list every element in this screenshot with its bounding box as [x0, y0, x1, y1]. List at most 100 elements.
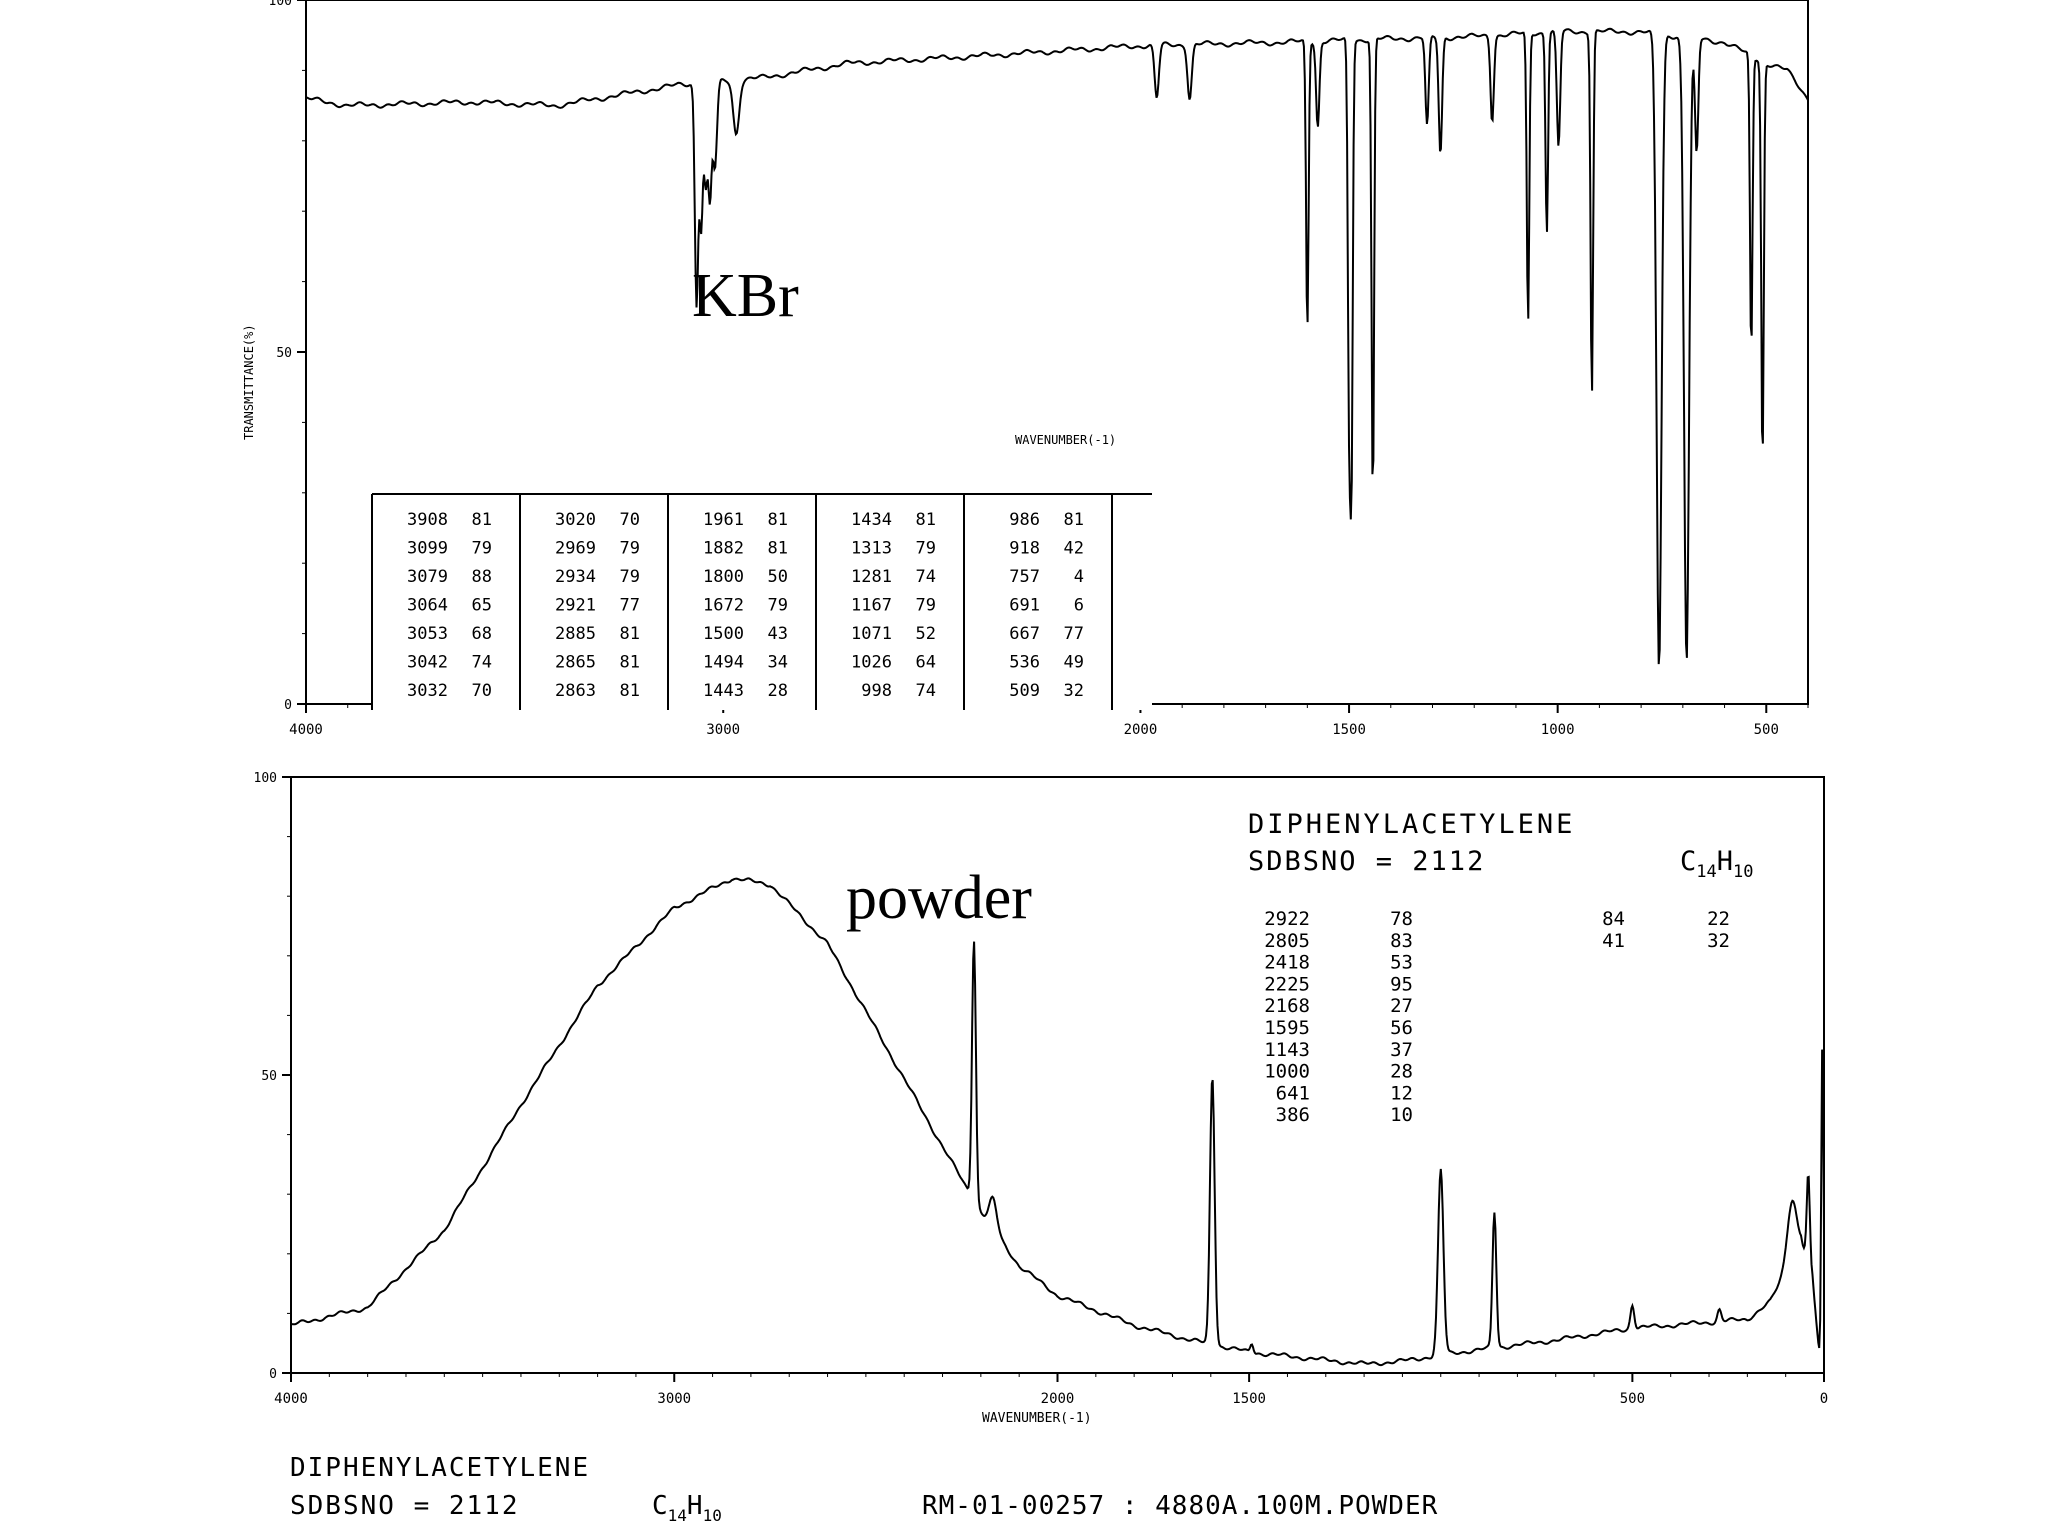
- ir-table-wavenumber: 2934: [555, 567, 596, 587]
- raman-compound-name: DIPHENYLACETYLENE: [1248, 809, 1575, 840]
- ir-table-transmittance: 6: [1074, 596, 1084, 616]
- ir-table-transmittance: 81: [1064, 510, 1084, 530]
- ir-table-wavenumber: 998: [861, 681, 892, 701]
- ir-table-wavenumber: 3032: [407, 681, 448, 701]
- ir-table-transmittance: 74: [916, 681, 936, 701]
- footer-compound-name: DIPHENYLACETYLENE: [290, 1453, 590, 1483]
- ir-table-wavenumber: 3053: [407, 624, 448, 644]
- ir-y-axis-label: TRANSMITTANCE(%): [242, 324, 256, 440]
- ir-table-transmittance: 88: [472, 567, 492, 587]
- y-tick-label: 0: [284, 698, 292, 713]
- ir-table-transmittance: 28: [768, 681, 788, 701]
- ir-table-wavenumber: 2865: [555, 653, 596, 673]
- y-tick-label: 100: [254, 771, 277, 786]
- raman-table-wavenumber: 1000: [1264, 1061, 1310, 1083]
- ir-table-transmittance: 65: [472, 596, 492, 616]
- ir-table-transmittance: 81: [620, 653, 640, 673]
- x-tick-label: 2000: [1041, 1391, 1075, 1407]
- ir-table-wavenumber: 1672: [703, 596, 744, 616]
- raman-table-wavenumber: 2168: [1264, 995, 1310, 1017]
- ir-table-wavenumber: 3079: [407, 567, 448, 587]
- ir-table-background: [372, 494, 1152, 710]
- raman-table-intensity: 95: [1390, 973, 1413, 995]
- ir-table-wavenumber: 1494: [703, 653, 744, 673]
- x-tick-label: 500: [1754, 722, 1779, 738]
- ir-table-transmittance: 81: [472, 510, 492, 530]
- ir-table-wavenumber: 3099: [407, 539, 448, 559]
- raman-table-wavenumber: 641: [1276, 1082, 1310, 1104]
- ir-chart: 4000 3000 2000 1500 1000 500 0 50 100 KBr WAVENU…: [242, 0, 1809, 738]
- raman-table-wavenumber: 84: [1602, 908, 1625, 930]
- ir-table-transmittance: 79: [916, 596, 936, 616]
- ir-table-wavenumber: 667: [1009, 624, 1040, 644]
- ir-table-wavenumber: 2863: [555, 681, 596, 701]
- ir-table-wavenumber: 3908: [407, 510, 448, 530]
- ir-table-wavenumber: 1281: [851, 567, 892, 587]
- footer: DIPHENYLACETYLENE SDBSNO = 2112 C14H10 R…: [290, 1453, 1438, 1525]
- ir-x-axis-label: WAVENUMBER(-1): [1015, 433, 1116, 447]
- ir-table-wavenumber: 3042: [407, 653, 448, 673]
- raman-table-wavenumber: 2805: [1264, 930, 1310, 952]
- ir-table-wavenumber: 3064: [407, 596, 448, 616]
- ir-table-wavenumber: 536: [1009, 653, 1040, 673]
- y-tick-label: 100: [269, 0, 292, 9]
- x-tick-label: 4000: [274, 1391, 308, 1407]
- raman-sdbs-number: SDBSNO = 2112: [1248, 846, 1485, 877]
- raman-table-wavenumber: 1595: [1264, 1017, 1310, 1039]
- raman-table-wavenumber: 2418: [1264, 952, 1310, 974]
- ir-table-wavenumber: 918: [1009, 539, 1040, 559]
- y-tick-label: 0: [269, 1367, 277, 1382]
- x-tick-label: 2000: [1124, 722, 1158, 738]
- ir-table-transmittance: 74: [916, 567, 936, 587]
- raman-plot-frame: [290, 776, 1825, 1374]
- x-tick-label: 3000: [706, 722, 740, 738]
- raman-table-wavenumber: 386: [1276, 1104, 1310, 1126]
- raman-table-intensity: 22: [1707, 908, 1730, 930]
- raman-axes: 4000 3000 2000 1500 500 0 0 50 100: [254, 771, 1829, 1407]
- raman-table-wavenumber: 1143: [1264, 1039, 1310, 1061]
- y-tick-label: 50: [261, 1069, 277, 1084]
- ir-table-wavenumber: 1071: [851, 624, 892, 644]
- ir-table-wavenumber: 986: [1009, 510, 1040, 530]
- ir-table-wavenumber: 2885: [555, 624, 596, 644]
- raman-formula: C14H10: [1680, 846, 1754, 882]
- ir-peak-table: 3908 81 3099 79 3079 88 3064 65 3053 68 3042 74 3032…: [371, 493, 1152, 710]
- raman-table-intensity: 12: [1390, 1082, 1413, 1104]
- ir-table-transmittance: 34: [768, 653, 788, 673]
- raman-peak-table: 2922 78 2805 83 2418 53 2225 95 2168 27 1595 56 1143…: [1264, 908, 1730, 1126]
- raman-table-intensity: 27: [1390, 995, 1413, 1017]
- ir-table-wavenumber: 3020: [555, 510, 596, 530]
- x-tick-label: 3000: [657, 1391, 691, 1407]
- ir-table-wavenumber: 1167: [851, 596, 892, 616]
- ir-table-transmittance: 42: [1064, 539, 1084, 559]
- ir-table-transmittance: 32: [1064, 681, 1084, 701]
- raman-table-wavenumber: 2922: [1264, 908, 1310, 930]
- footer-spectrum-code: RM-01-00257 : 4880A.100M.POWDER: [922, 1491, 1438, 1521]
- ir-table-wavenumber: 509: [1009, 681, 1040, 701]
- raman-table-intensity: 28: [1390, 1061, 1413, 1083]
- ir-table-transmittance: 77: [620, 596, 640, 616]
- ir-table-wavenumber: 1882: [703, 539, 744, 559]
- ir-table-transmittance: 81: [768, 539, 788, 559]
- ir-table-transmittance: 81: [620, 624, 640, 644]
- ir-sample-label: KBr: [692, 262, 799, 330]
- x-tick-label: 0: [1820, 1391, 1828, 1407]
- ir-table-transmittance: 70: [472, 681, 492, 701]
- ir-spectrum-line: [305, 27, 1809, 665]
- raman-table-intensity: 32: [1707, 930, 1730, 952]
- ir-table-transmittance: 79: [768, 596, 788, 616]
- ir-table-transmittance: 79: [916, 539, 936, 559]
- raman-table-intensity: 83: [1390, 930, 1413, 952]
- ir-table-transmittance: 79: [620, 539, 640, 559]
- raman-x-axis-label: WAVENUMBER(-1): [982, 1411, 1092, 1426]
- x-tick-label: 500: [1620, 1391, 1645, 1407]
- ir-table-transmittance: 49: [1064, 653, 1084, 673]
- footer-formula: C14H10: [652, 1491, 722, 1525]
- ir-table-transmittance: 70: [620, 510, 640, 530]
- y-tick-label: 50: [276, 346, 292, 361]
- x-tick-label: 4000: [289, 722, 323, 738]
- raman-chart: 4000 3000 2000 1500 500 0 0 50 100 powder WAVENU…: [254, 771, 1829, 1426]
- ir-table-transmittance: 81: [916, 510, 936, 530]
- ir-table-transmittance: 74: [472, 653, 492, 673]
